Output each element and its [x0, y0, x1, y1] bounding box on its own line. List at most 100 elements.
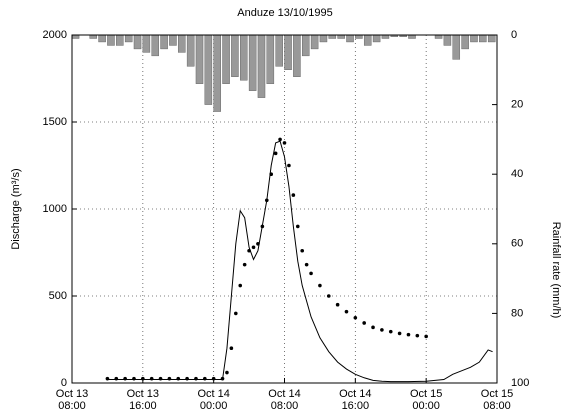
rain-bar: [328, 34, 337, 39]
rain-bar: [186, 34, 195, 67]
x-tick-label: Oct 15: [481, 388, 513, 400]
observed-point: [397, 331, 402, 336]
y2-tick-label: 20: [511, 99, 523, 111]
rain-bar: [470, 34, 478, 43]
observed-point: [242, 262, 247, 267]
observed-point: [287, 163, 291, 168]
rain-bar: [133, 34, 142, 50]
observed-point: [300, 248, 305, 253]
rain-bar: [213, 34, 221, 112]
rain-bar: [160, 34, 168, 50]
observed-point: [282, 141, 287, 145]
rain-bar: [107, 34, 115, 46]
rain-bar: [443, 34, 452, 46]
rain-bar: [355, 34, 363, 39]
observed-point: [388, 329, 393, 334]
observed-point: [229, 346, 234, 351]
rain-bar: [479, 34, 487, 43]
rain-bar: [363, 34, 372, 46]
rain-bar: [434, 34, 443, 39]
observed-point: [344, 309, 349, 314]
rain-bar: [222, 34, 230, 84]
observed-point: [234, 311, 238, 316]
x-tick-label: Oct 13: [56, 388, 88, 400]
y-axis-label: Discharge (m³/s): [10, 168, 22, 249]
x-tick-label: 00:00: [200, 400, 228, 412]
rain-bar: [240, 34, 248, 81]
observed-point: [326, 294, 331, 298]
rain-bar: [89, 34, 97, 39]
x-tick-label: 16:00: [342, 400, 370, 412]
simulated-line: [107, 140, 493, 383]
rain-bar: [461, 34, 469, 50]
y2-tick-label: 80: [511, 307, 523, 319]
x-tick-label: 00:00: [412, 400, 440, 412]
observed-point: [424, 334, 428, 339]
x-tick-label: Oct 13: [127, 388, 159, 400]
observed-point: [291, 193, 296, 197]
rain-bar: [142, 34, 151, 53]
rain-bar: [346, 34, 354, 43]
x-tick-label: 08:00: [271, 400, 299, 412]
rain-bar: [231, 34, 239, 77]
observed-point: [406, 332, 411, 337]
rain-bar: [408, 34, 416, 39]
chart-title: Anduze 13/10/1995: [237, 7, 332, 19]
rain-bar: [487, 34, 496, 43]
rain-bar: [248, 34, 257, 91]
observed-point: [273, 151, 278, 156]
rain-bar: [257, 34, 266, 98]
rain-bar: [372, 34, 381, 43]
observed-point: [353, 315, 358, 320]
observed-point: [304, 262, 309, 267]
observed-point: [335, 302, 340, 307]
y2-axis-label: Rainfall rate (mm/h): [550, 222, 561, 319]
y2-tick-label: 0: [511, 29, 517, 41]
rain-bar: [116, 34, 124, 46]
observed-point: [380, 328, 384, 332]
x-tick-label: Oct 15: [410, 388, 442, 400]
rain-bar: [284, 34, 292, 70]
rain-bar: [337, 34, 345, 39]
rain-bar: [151, 34, 159, 57]
observed-point: [309, 271, 313, 276]
x-tick-label: 08:00: [58, 400, 86, 412]
observed-point: [251, 245, 256, 250]
observed-point: [238, 283, 243, 288]
rain-bar: [124, 34, 133, 43]
x-tick-label: 08:00: [483, 400, 511, 412]
y-tick-label: 1500: [43, 116, 67, 128]
y-tick-label: 2000: [43, 29, 67, 41]
rain-bar: [195, 34, 204, 84]
observed-point: [318, 283, 322, 288]
y2-tick-label: 40: [511, 168, 523, 180]
x-tick-label: 16:00: [129, 400, 157, 412]
plot-frame: [71, 34, 498, 384]
rain-bar: [452, 34, 461, 60]
rain-bar: [266, 34, 275, 84]
rain-bar: [319, 34, 328, 43]
x-tick-label: Oct 14: [268, 388, 300, 400]
rain-bar: [98, 34, 106, 43]
rain-bar: [71, 34, 80, 39]
y-tick-label: 1000: [43, 203, 67, 215]
observed-point: [371, 325, 375, 330]
observed-point: [225, 370, 229, 375]
rain-bar: [169, 34, 177, 46]
y-tick-label: 0: [61, 377, 67, 389]
observed-point: [362, 321, 366, 325]
observed-point: [295, 224, 300, 229]
y-tick-label: 500: [49, 290, 67, 302]
x-tick-label: Oct 14: [339, 388, 371, 400]
rain-bar: [204, 34, 213, 105]
rain-bar: [310, 34, 319, 50]
rain-bar: [302, 34, 310, 57]
rain-bar: [178, 34, 186, 53]
observed-point: [415, 333, 420, 338]
rain-bar: [275, 34, 283, 67]
observed-point: [278, 137, 282, 142]
x-tick-label: Oct 14: [197, 388, 229, 400]
rain-bar: [381, 34, 390, 39]
y2-tick-label: 60: [511, 238, 523, 250]
